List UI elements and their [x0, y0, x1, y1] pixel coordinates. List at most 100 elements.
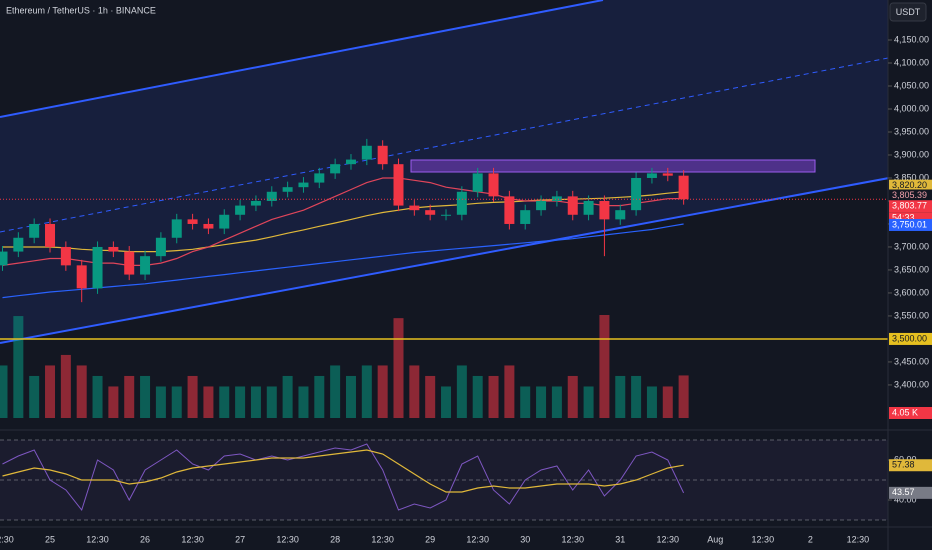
- volume-bar: [140, 375, 151, 418]
- x-tick-label: 26: [140, 534, 150, 544]
- y-tick-label: 3,850.00: [894, 172, 929, 182]
- price-label-box: [889, 200, 932, 213]
- volume-bar: [345, 375, 356, 418]
- price-label: 3,803.77: [892, 201, 927, 211]
- candle-body: [140, 256, 151, 275]
- candle-body: [76, 265, 87, 289]
- candle-body: [60, 246, 71, 266]
- volume-bar: [567, 375, 578, 418]
- countdown: 54:33: [892, 213, 915, 223]
- candle-body: [377, 145, 388, 165]
- y-tick-label: 4,000.00: [894, 103, 929, 113]
- candle-body: [45, 223, 56, 247]
- price-axis: [888, 0, 932, 550]
- candle-body: [13, 237, 24, 252]
- candle-body: [124, 251, 135, 275]
- volume-bar: [551, 386, 562, 418]
- y-tick-label: 3,650.00: [894, 264, 929, 274]
- volume-bar: [298, 386, 309, 418]
- volume-bar: [393, 318, 404, 418]
- volume-bar: [314, 375, 325, 418]
- candle-body: [488, 173, 499, 197]
- candle-body: [441, 214, 452, 216]
- volume-bar: [599, 315, 610, 418]
- volume-bar: [235, 386, 246, 418]
- volume-bar: [456, 365, 467, 418]
- x-tick-label: 31: [615, 534, 625, 544]
- price-label-box: [889, 332, 932, 345]
- volume-bar: [282, 375, 293, 418]
- volume-bar: [266, 386, 277, 418]
- candle-body: [393, 164, 404, 206]
- candle-body: [646, 173, 657, 178]
- volume-bar: [631, 375, 642, 418]
- channel-upper: [0, 0, 604, 118]
- y-tick-label: 3,550.00: [894, 310, 929, 320]
- candle-body: [314, 173, 325, 183]
- candle-body: [266, 191, 277, 201]
- candle-body: [92, 246, 103, 289]
- volume-bar: [29, 375, 40, 418]
- candle-body: [108, 246, 119, 252]
- y-tick-label: 4,150.00: [894, 34, 929, 44]
- y-tick-label: 3,700.00: [894, 241, 929, 251]
- x-tick-label: 12:30: [561, 534, 584, 544]
- x-tick-label: 28: [330, 534, 340, 544]
- candle-body: [203, 223, 214, 229]
- price-label: 3,750.01: [892, 219, 927, 229]
- candle-body: [345, 159, 356, 165]
- currency: USDT: [896, 7, 921, 17]
- candle-body: [155, 237, 166, 257]
- x-tick-label: 12:30: [276, 534, 299, 544]
- candle-body: [409, 205, 420, 211]
- price-label: 57.38: [892, 460, 915, 470]
- candle-body: [583, 200, 594, 215]
- x-tick-label: 12:30: [752, 534, 775, 544]
- x-tick-label: 29: [425, 534, 435, 544]
- x-tick-label: 12:30: [657, 534, 680, 544]
- candle-body: [615, 210, 626, 220]
- x-tick-label: 12:30: [847, 534, 870, 544]
- plot-area: [0, 138, 888, 521]
- price-label-box: [889, 407, 932, 419]
- channel-mid: [0, 57, 889, 233]
- price-label: 3,805.39: [892, 190, 927, 200]
- x-tick-label: 2: [808, 534, 813, 544]
- price-label-box: [889, 189, 932, 202]
- price-label-box: [889, 179, 932, 192]
- volume-bar: [187, 375, 198, 418]
- x-tick-label: 12:30: [371, 534, 394, 544]
- candle-body: [504, 196, 515, 224]
- x-tick-label: 12:30: [181, 534, 204, 544]
- x-tick-label: 30: [520, 534, 530, 544]
- y-tick-label: 3,900.00: [894, 149, 929, 159]
- volume-bar: [250, 386, 261, 418]
- volume-bar: [488, 375, 499, 418]
- candle-body: [298, 182, 309, 188]
- resistance-zone: [410, 159, 816, 173]
- x-tick-label: Aug: [707, 534, 723, 544]
- candle-body: [520, 210, 531, 224]
- candle-body: [0, 251, 8, 266]
- x-tick-label: 12:30: [86, 534, 109, 544]
- y-tick-label: 4,100.00: [894, 57, 929, 67]
- volume-bar: [92, 375, 103, 418]
- volume-bar: [583, 386, 594, 418]
- volume-bar: [60, 354, 71, 418]
- volume-bar: [615, 375, 626, 418]
- x-tick-label: 12:30: [0, 534, 14, 544]
- x-tick-label: 12:30: [466, 534, 489, 544]
- chart-title: Ethereum / TetherUS · 1h · BINANCE: [6, 5, 156, 15]
- price-label-box: [889, 218, 932, 231]
- candle-body: [567, 196, 578, 215]
- volume-bar: [662, 386, 673, 418]
- candle-body: [425, 210, 436, 215]
- volume-bar: [124, 375, 135, 418]
- price-label: 3,820.20: [892, 180, 927, 190]
- candle-body: [330, 164, 341, 174]
- currency-box[interactable]: [889, 2, 927, 22]
- price-label-box: [889, 486, 932, 499]
- volume-bar: [0, 365, 8, 418]
- volume-bar: [76, 365, 87, 418]
